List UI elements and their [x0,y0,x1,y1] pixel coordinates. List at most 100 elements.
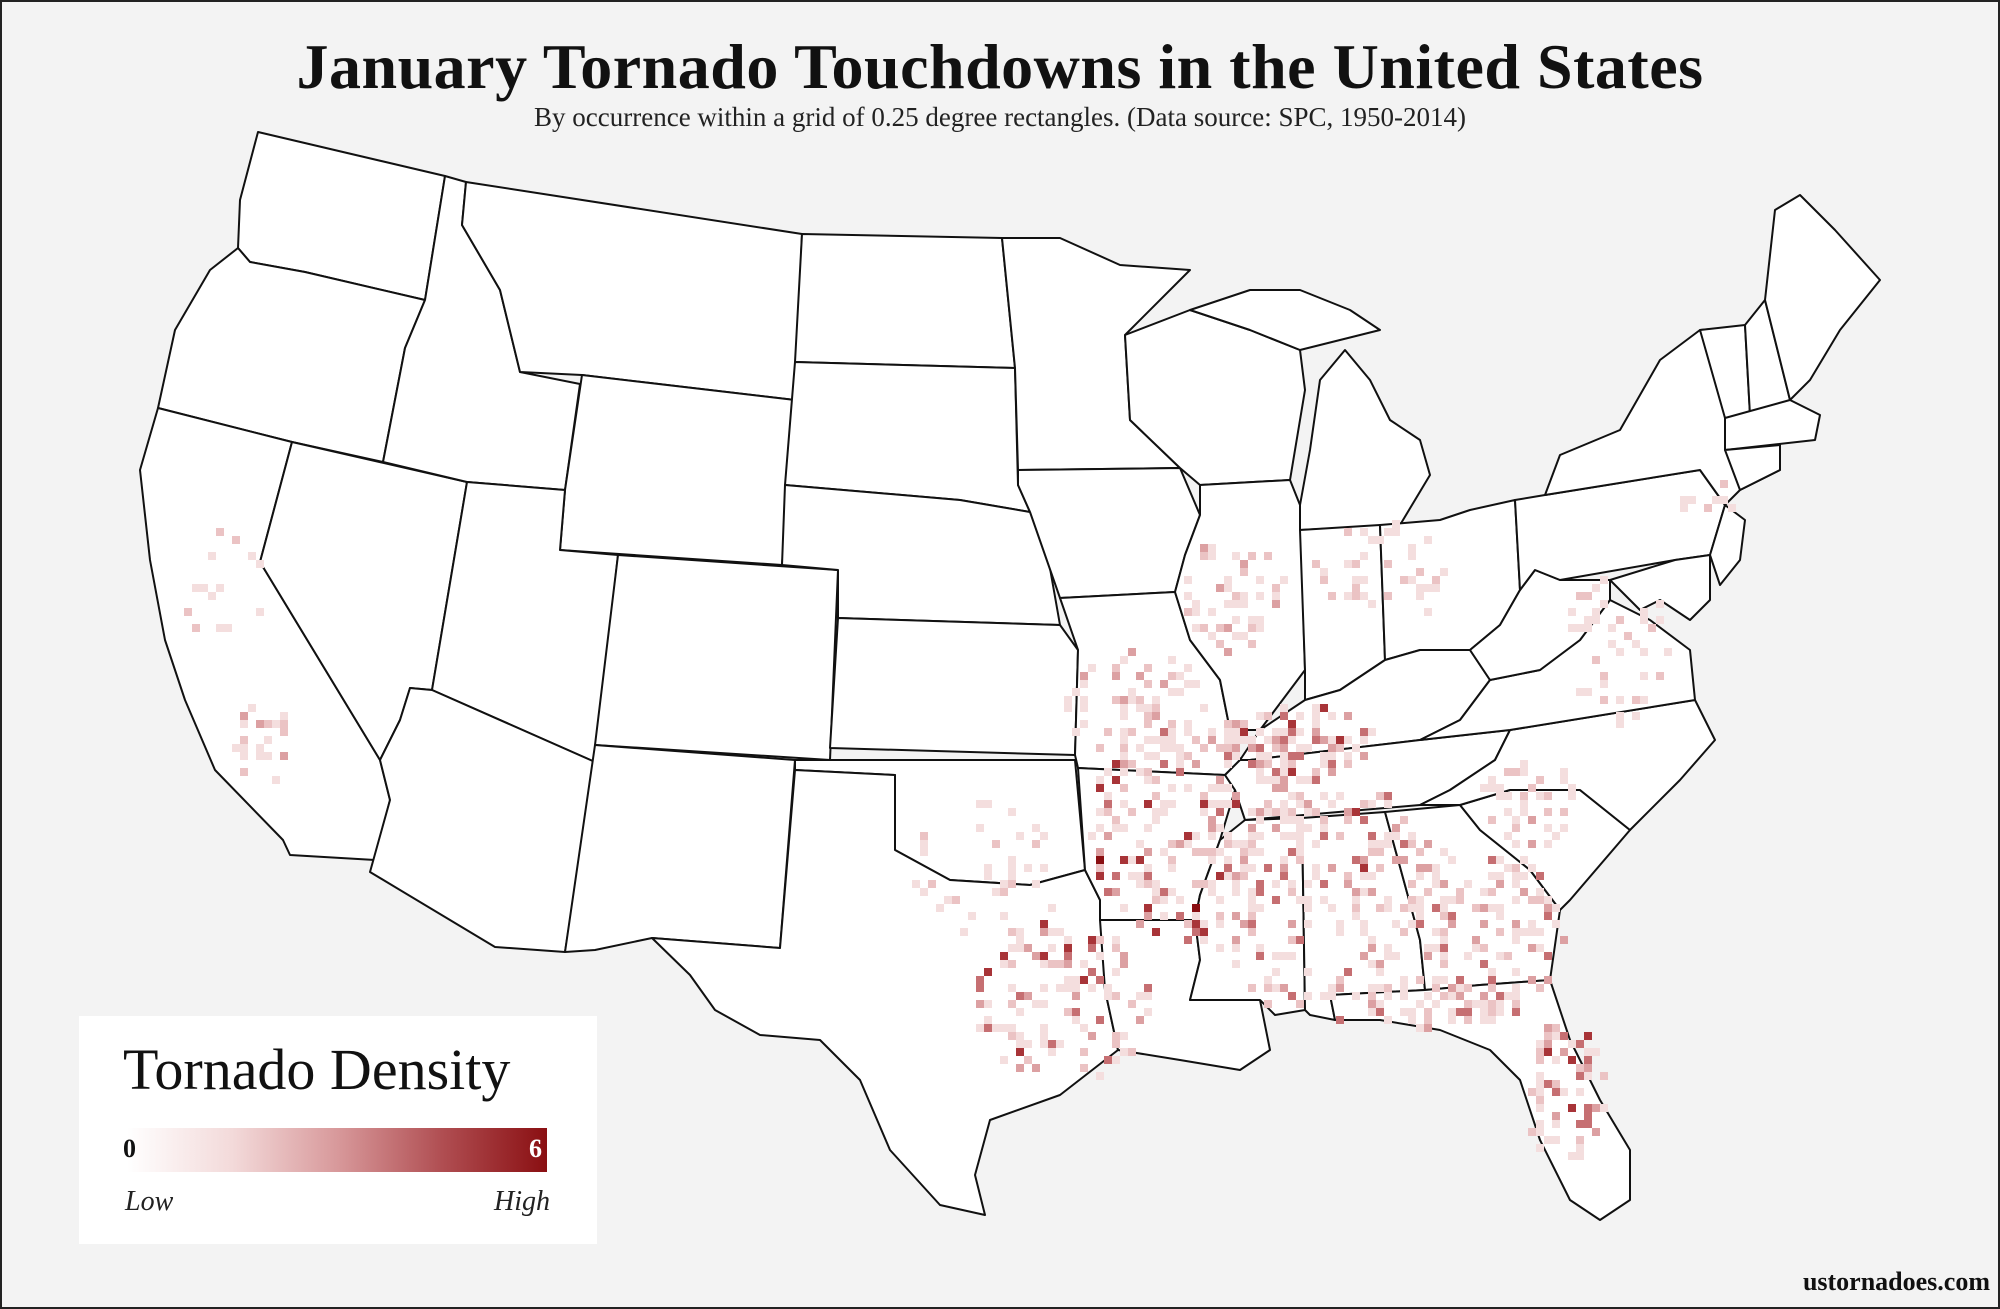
density-cell [1280,808,1288,816]
density-cell [1536,1128,1544,1136]
density-cell [1400,904,1408,912]
density-cell [1248,896,1256,904]
density-cell [1224,600,1232,608]
density-cell [1400,576,1408,584]
density-cell [1352,592,1360,600]
density-cell [1536,896,1544,904]
density-cell [1152,792,1160,800]
density-cell [1176,840,1184,848]
density-cell [1304,808,1312,816]
density-cell [1328,760,1336,768]
density-cell [1456,1008,1464,1016]
density-cell [1200,808,1208,816]
density-cell [1360,736,1368,744]
density-cell [1360,592,1368,600]
density-cell [1496,872,1504,880]
density-cell [1104,808,1112,816]
density-cell [1576,1072,1584,1080]
density-cell [1440,848,1448,856]
density-cell [1248,904,1256,912]
density-cell [1208,728,1216,736]
density-cell [1168,728,1176,736]
density-cell [1376,840,1384,848]
density-cell [1112,824,1120,832]
density-cell [1384,952,1392,960]
density-cell [1416,920,1424,928]
density-cell [1056,1040,1064,1048]
density-cell [1120,800,1128,808]
legend-high-label: High [494,1186,550,1217]
density-cell [1328,864,1336,872]
density-cell [1408,920,1416,928]
density-cell [1048,960,1056,968]
density-cell [1328,992,1336,1000]
density-cell [1192,920,1200,928]
density-cell [1160,808,1168,816]
density-cell [1568,1104,1576,1112]
density-cell [1344,880,1352,888]
density-cell [1504,808,1512,816]
page-title: January Tornado Touchdowns in the United… [296,31,1704,102]
density-cell [1520,768,1528,776]
density-cell [1288,936,1296,944]
density-cell [1328,744,1336,752]
density-cell [1232,552,1240,560]
density-cell [1424,992,1432,1000]
density-cell [1200,920,1208,928]
density-cell [1248,832,1256,840]
density-cell [1480,944,1488,952]
density-cell [1584,1056,1592,1064]
density-cell [200,584,208,592]
density-cell [1080,704,1088,712]
density-cell [1104,792,1112,800]
density-cell [1144,712,1152,720]
density-cell [1512,920,1520,928]
density-cell [1256,752,1264,760]
density-cell [1496,928,1504,936]
density-cell [1576,592,1584,600]
density-cell [1504,832,1512,840]
density-cell [1040,920,1048,928]
density-cell [1320,752,1328,760]
density-cell [1560,776,1568,784]
density-cell [1296,744,1304,752]
density-cell [1056,960,1064,968]
density-cell [1584,688,1592,696]
density-cell [1376,1000,1384,1008]
density-cell [1440,928,1448,936]
density-cell [1280,784,1288,792]
density-cell [1344,736,1352,744]
density-cell [1264,712,1272,720]
density-cell [1072,976,1080,984]
density-cell [1128,856,1136,864]
density-cell [1560,808,1568,816]
density-cell [1592,616,1600,624]
density-cell [1136,920,1144,928]
density-cell [1344,760,1352,768]
density-cell [1184,784,1192,792]
density-cell [1544,1048,1552,1056]
density-cell [1432,864,1440,872]
density-cell [1208,824,1216,832]
density-cell [1368,600,1376,608]
density-cell [1528,920,1536,928]
density-cell [1272,808,1280,816]
density-cell [1240,848,1248,856]
density-cell [1112,992,1120,1000]
density-cell [1584,592,1592,600]
density-cell [1248,912,1256,920]
source-credit: ustornadoes.com [1802,1267,1990,1296]
density-cell [1048,928,1056,936]
density-cell [1704,504,1712,512]
density-cell [256,720,264,728]
density-cell [1320,704,1328,712]
density-cell [1168,888,1176,896]
density-cell [1368,888,1376,896]
density-cell [1224,736,1232,744]
density-cell [1488,872,1496,880]
density-cell [1184,920,1192,928]
tornado-density-cells [184,480,1736,1160]
density-cell [952,896,960,904]
density-cell [232,536,240,544]
density-cell [1640,608,1648,616]
